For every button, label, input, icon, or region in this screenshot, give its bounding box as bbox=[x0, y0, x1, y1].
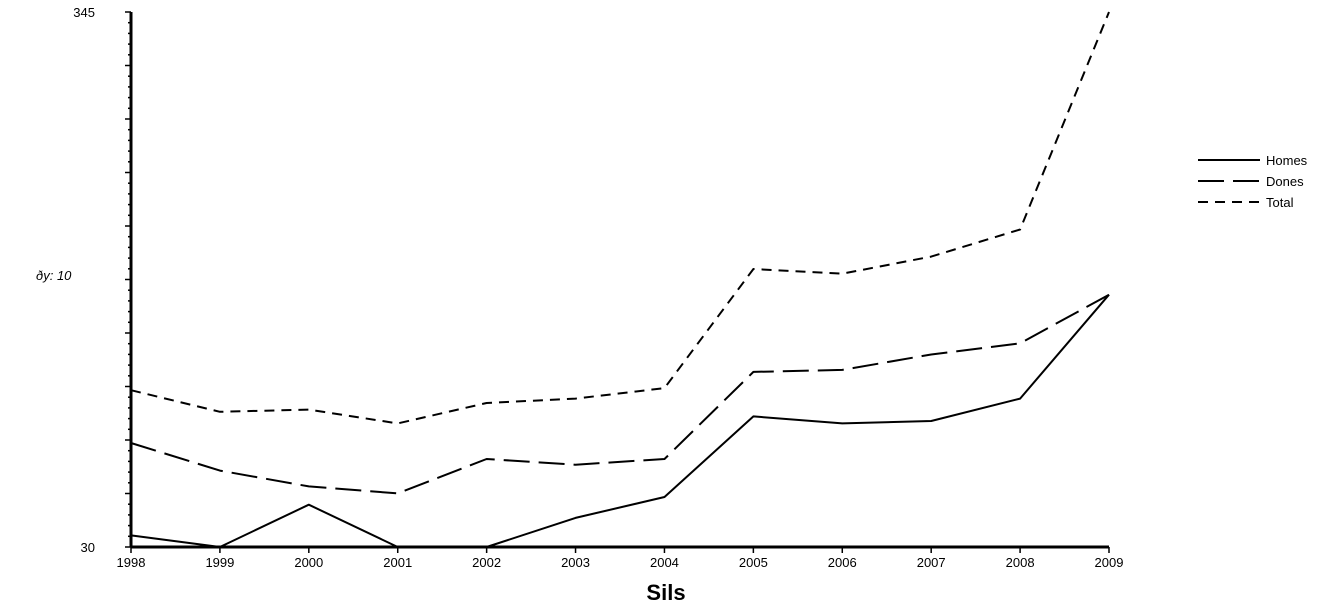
legend: Homes Dones Total bbox=[1198, 153, 1308, 210]
x-tick-label: 2001 bbox=[383, 555, 412, 570]
x-tick-label: 2003 bbox=[561, 555, 590, 570]
legend-label-dones: Dones bbox=[1266, 174, 1304, 189]
x-tick-label: 2004 bbox=[650, 555, 679, 570]
x-tick-label: 2006 bbox=[828, 555, 857, 570]
x-tick-label: 2005 bbox=[739, 555, 768, 570]
y-tick-label: 345 bbox=[73, 5, 95, 20]
x-tick-label: 1998 bbox=[117, 555, 146, 570]
y-axis: 30 345 bbox=[73, 5, 133, 555]
x-tick-label: 1999 bbox=[205, 555, 234, 570]
x-tick-label: 2008 bbox=[1006, 555, 1035, 570]
legend-label-total: Total bbox=[1266, 195, 1294, 210]
plot-area bbox=[130, 11, 1110, 548]
legend-label-homes: Homes bbox=[1266, 153, 1308, 168]
series-line-homes bbox=[130, 294, 1110, 548]
x-tick-label: 2000 bbox=[294, 555, 323, 570]
y-axis-label: ðy: 10 bbox=[36, 268, 72, 283]
x-tick-label: 2002 bbox=[472, 555, 501, 570]
y-tick-label: 30 bbox=[81, 540, 95, 555]
x-axis-title: Sils bbox=[646, 580, 685, 605]
x-tick-label: 2009 bbox=[1095, 555, 1124, 570]
series-line-total bbox=[130, 11, 1110, 425]
x-tick-label: 2007 bbox=[917, 555, 946, 570]
series-line-dones bbox=[130, 293, 1110, 495]
x-axis: 1998 1999 2000 2001 2002 2003 2004 2005 2006 2007… bbox=[117, 545, 1124, 570]
